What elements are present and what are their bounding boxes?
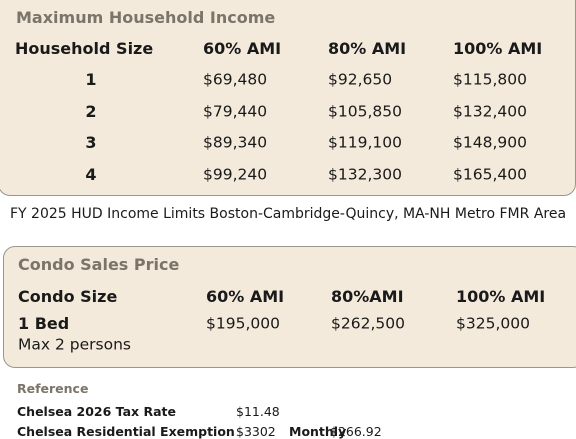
column-header: 100% AMI [456, 287, 546, 306]
caption: FY 2025 HUD Income Limits Boston-Cambrid… [10, 206, 567, 222]
column-header: 80% AMI [328, 39, 407, 58]
column-header: Household Size [15, 39, 154, 58]
sales-price: $195,000 [206, 314, 280, 333]
household-size: 4 [85, 165, 97, 185]
column-header: 100% AMI [453, 39, 543, 58]
income-limit: $119,100 [328, 133, 402, 152]
income-limit: $99,240 [203, 165, 268, 184]
income-limit: $115,800 [453, 70, 527, 89]
income-panel [0, 0, 576, 196]
reference-item: $11.48 [236, 403, 280, 419]
income-limit: $132,300 [328, 165, 402, 184]
household-size: 2 [85, 101, 97, 121]
column-header: Condo Size [18, 287, 118, 306]
reference-title: Reference [17, 380, 89, 396]
column-header: 80%AMI [331, 287, 404, 306]
reference-item: $3302 [236, 423, 276, 439]
condo-note: Max 2 persons [18, 335, 131, 354]
section-title: Condo Sales Price [18, 255, 180, 274]
section-title: Maximum Household Income [16, 8, 276, 27]
income-limit: $92,650 [328, 70, 393, 89]
income-limit: $105,850 [328, 101, 402, 120]
column-header: 60% AMI [203, 39, 282, 58]
condo-panel [3, 246, 576, 368]
household-size: 1 [85, 70, 97, 89]
income-limit: $148,900 [453, 133, 527, 152]
income-limit: $69,480 [203, 70, 268, 89]
reference-item: $266.92 [330, 423, 382, 439]
sales-price: $262,500 [331, 314, 405, 333]
column-header: 60% AMI [206, 287, 285, 306]
income-limit: $165,400 [453, 165, 527, 184]
income-limit: $132,400 [453, 101, 527, 120]
income-limit: $79,440 [203, 101, 268, 120]
income-limit: $89,340 [203, 133, 268, 152]
reference-item: Chelsea 2026 Tax Rate [17, 403, 176, 419]
condo-size: 1 Bed [18, 314, 70, 333]
reference-item: Chelsea Residential Exemption [17, 423, 235, 439]
sales-price: $325,000 [456, 314, 530, 333]
household-size: 3 [85, 133, 97, 153]
